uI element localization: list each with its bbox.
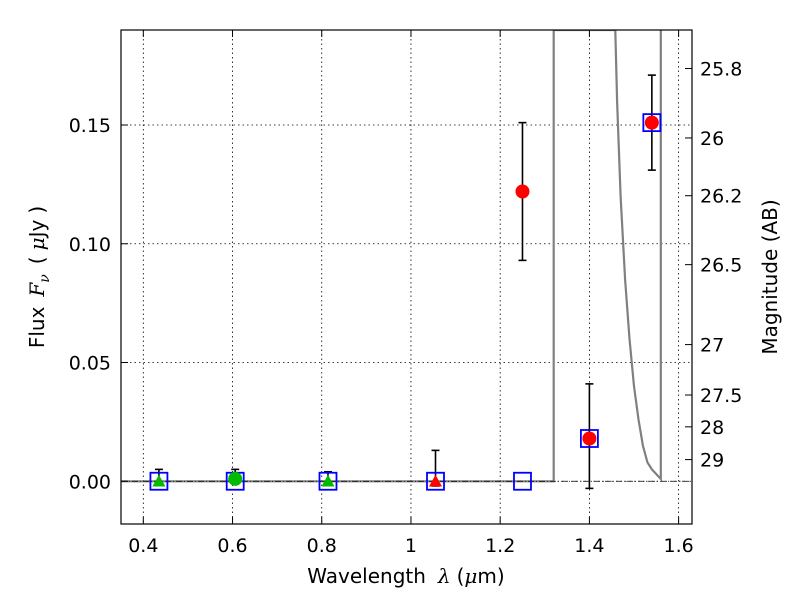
data-point-circle (515, 184, 530, 199)
model-square-point (318, 471, 338, 491)
y-tick-label: 0.15 (69, 115, 111, 137)
y-tick-label: 0.05 (69, 353, 111, 375)
x-tick-label: 1 (405, 535, 417, 557)
model-spectrum-line (121, 30, 662, 483)
y-axis-title: FluxFν(μJy) (25, 206, 53, 348)
x-tick-label: 0.4 (128, 535, 158, 557)
data-point-circle (644, 115, 659, 130)
model-square-point (579, 429, 599, 448)
model-square-point (642, 113, 662, 133)
model-square-point (426, 471, 445, 491)
y2-tick-label: 27 (700, 335, 724, 357)
x-axis-title: Wavelength λ (μm) (307, 564, 504, 588)
x-tick-label: 1.4 (574, 535, 604, 557)
plot-frame (120, 29, 693, 525)
y-tick-label: 0.10 (69, 234, 111, 256)
data-point-triangle (152, 474, 166, 487)
x-tick-label: 1.6 (664, 535, 694, 557)
y2-tick-label: 26.2 (700, 186, 742, 208)
y2-tick-label: 26.5 (700, 255, 742, 277)
data-point-circle (582, 431, 597, 446)
model-square-point (513, 471, 532, 491)
x-tick-label: 1.2 (485, 535, 515, 557)
ticks: 0.4 0.6 0.8 1 1.2 1.4 1.6 0.00 0.05 0.10 0.15 25.8 2… (69, 30, 742, 557)
data-point-triangle (428, 474, 442, 487)
y2-tick-label: 27.5 (700, 385, 742, 407)
y2-tick-label: 29 (700, 450, 724, 472)
y2-tick-label: 25.8 (700, 59, 742, 81)
y2-tick-label: 28 (700, 417, 724, 439)
data-point-triangle (321, 474, 335, 487)
x-tick-label: 0.8 (307, 535, 337, 557)
y2-axis-title: Magnitude (AB) (758, 199, 782, 354)
model-square-point (149, 471, 169, 491)
data-point-circle (228, 471, 243, 486)
grid (121, 30, 692, 524)
data-area (121, 30, 692, 491)
x-tick-label: 0.6 (217, 535, 247, 557)
y2-tick-label: 26 (700, 128, 724, 150)
y-tick-label: 0.00 (69, 471, 111, 493)
